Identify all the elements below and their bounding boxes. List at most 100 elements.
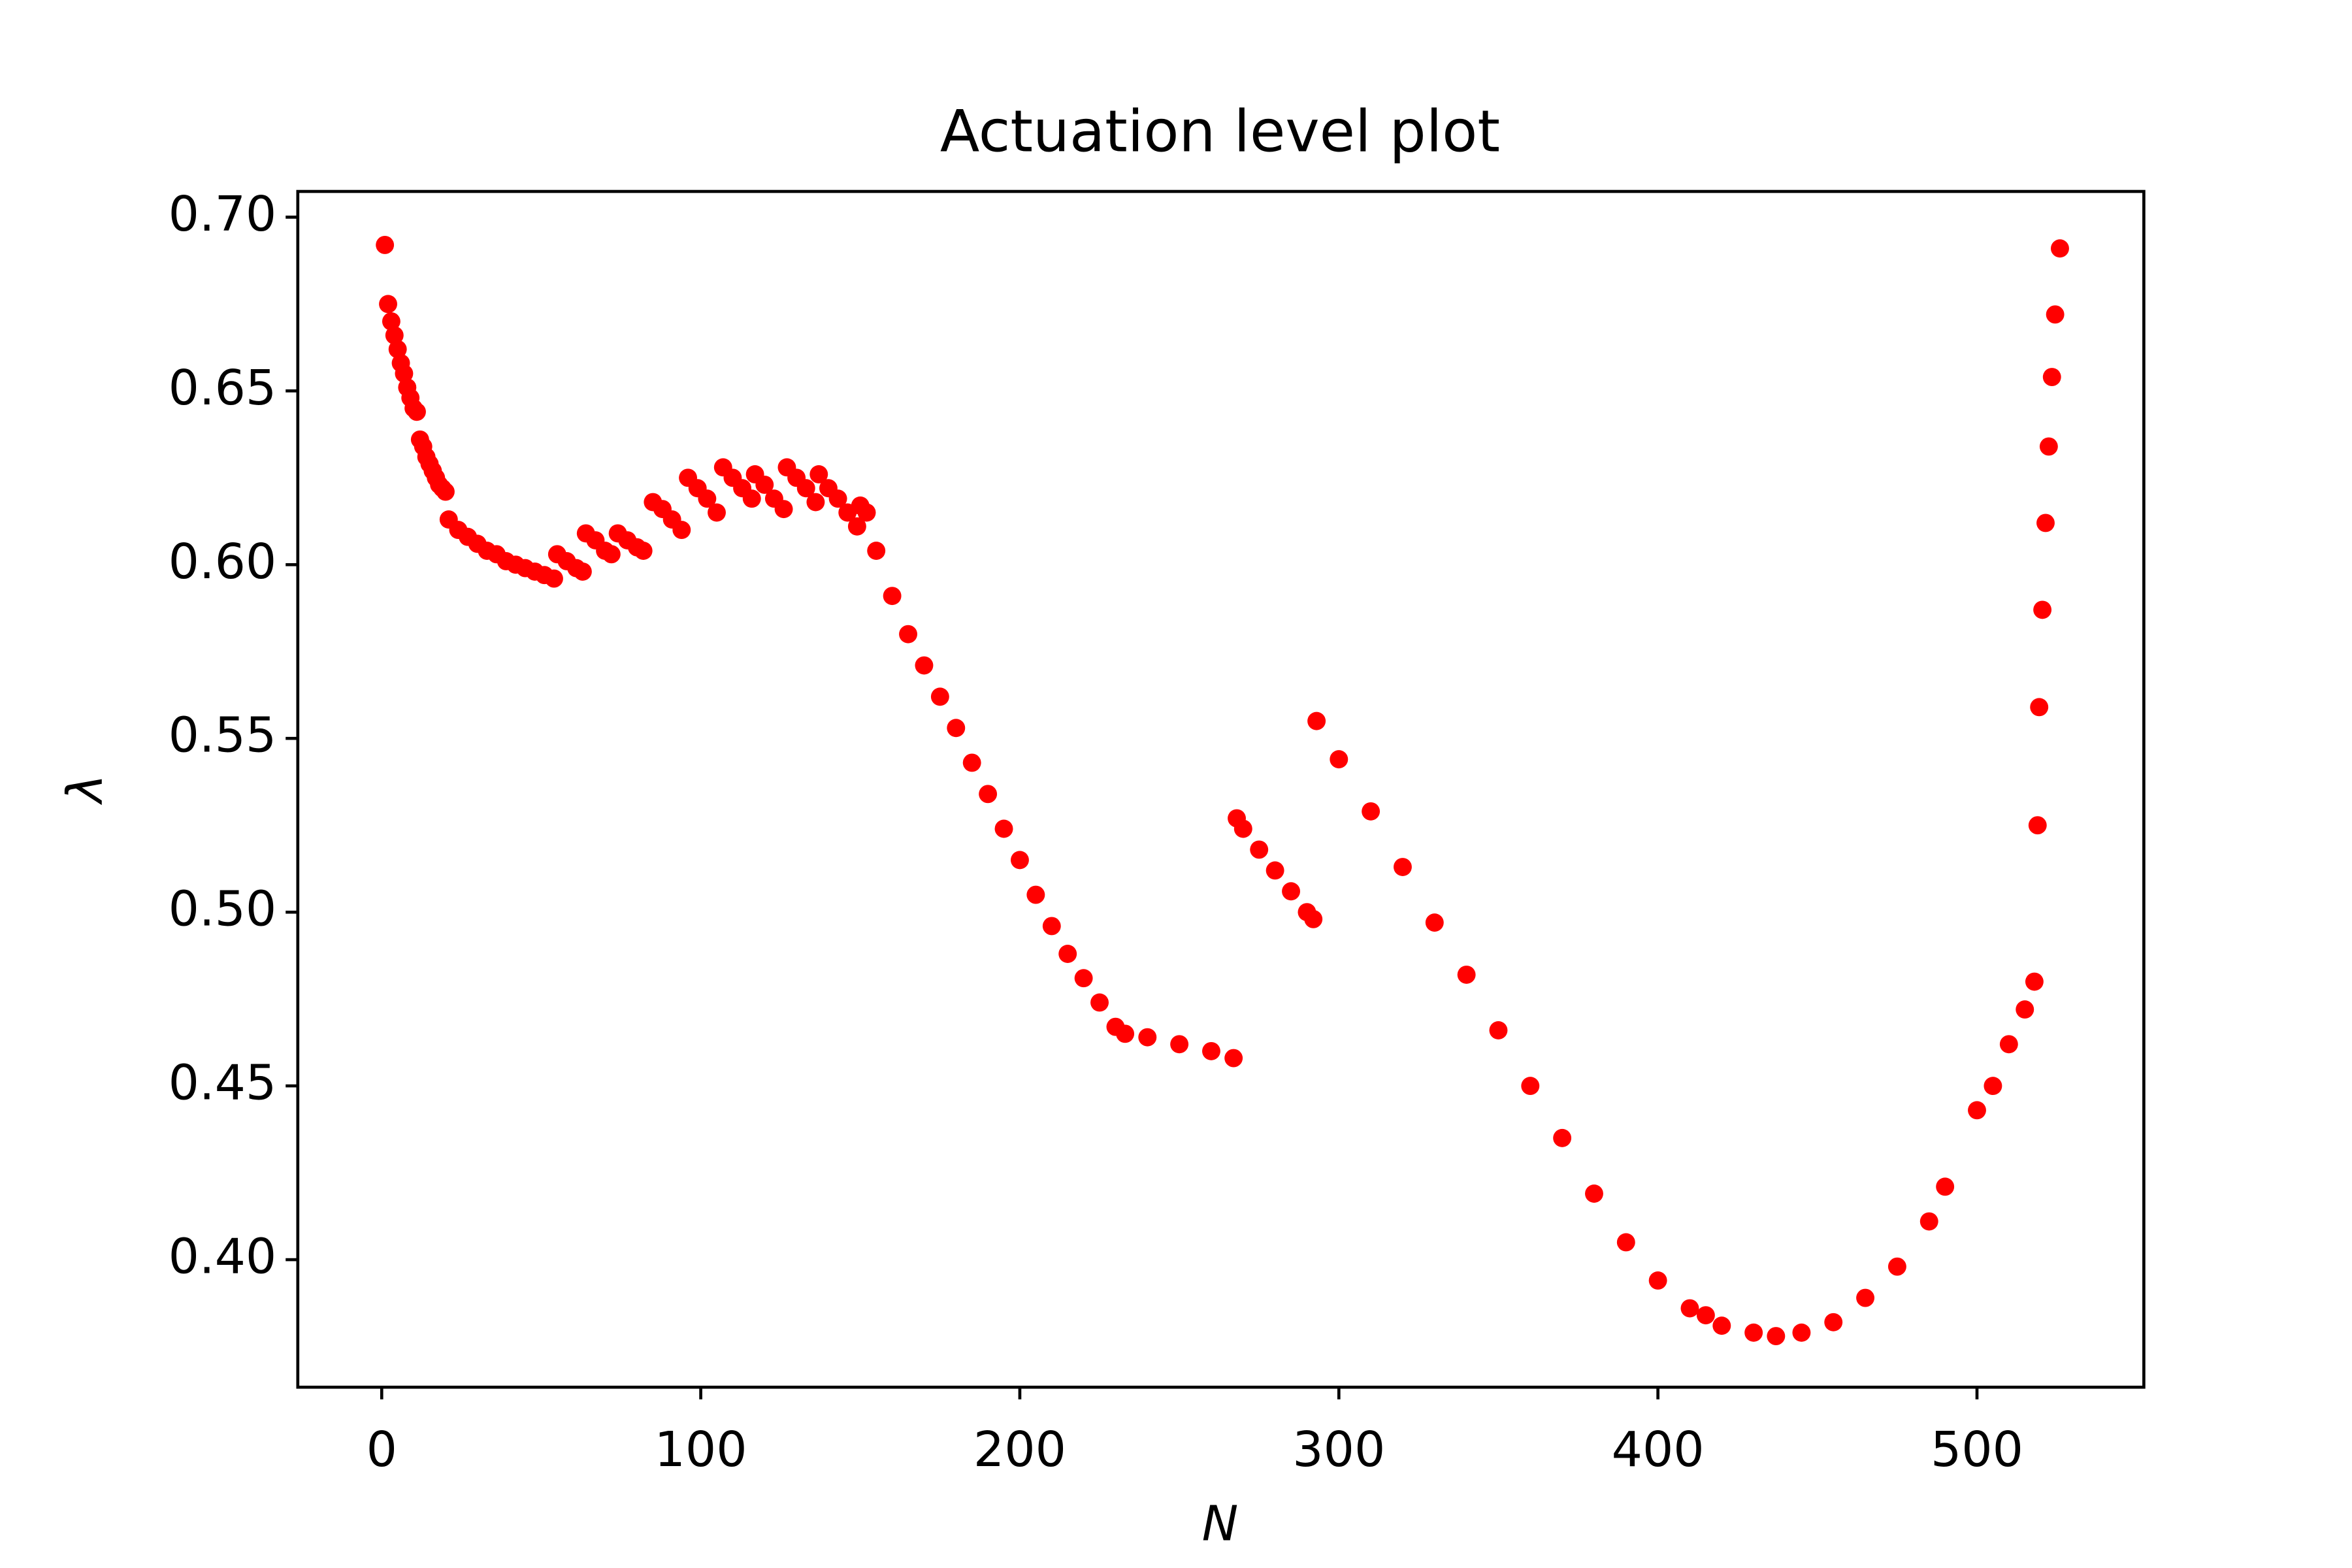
data-point	[708, 503, 726, 522]
data-point	[979, 785, 998, 804]
data-point	[1116, 1024, 1135, 1043]
data-point	[742, 489, 761, 508]
y-tick-label: 0.50	[169, 881, 277, 938]
x-tick-label: 300	[1292, 1421, 1385, 1478]
data-point	[1233, 819, 1252, 838]
data-point	[1042, 917, 1061, 936]
data-point	[634, 542, 653, 560]
data-point	[1330, 750, 1348, 769]
data-point	[1984, 1077, 2002, 1096]
data-point	[1425, 913, 1444, 932]
y-tick-label: 0.70	[169, 186, 277, 242]
data-point	[1304, 909, 1323, 928]
data-point	[1457, 965, 1476, 984]
data-point	[1744, 1323, 1763, 1342]
data-point	[672, 521, 691, 540]
data-point	[2033, 600, 2052, 619]
data-point	[408, 402, 426, 421]
data-point	[962, 753, 981, 772]
data-point	[2030, 698, 2049, 717]
data-point	[436, 482, 455, 501]
data-point	[2016, 1000, 2034, 1019]
data-point	[1919, 1212, 1938, 1231]
data-point	[1553, 1128, 1572, 1147]
data-point	[1616, 1233, 1635, 1252]
data-point	[2028, 816, 2047, 835]
data-point	[376, 235, 395, 254]
y-axis-label: λ	[56, 774, 113, 806]
data-point	[2025, 972, 2044, 991]
data-point	[930, 687, 949, 706]
data-point	[809, 465, 828, 483]
chart-title: Actuation level plot	[940, 97, 1500, 165]
data-point	[1767, 1327, 1786, 1346]
data-point	[602, 545, 621, 564]
data-point	[1968, 1101, 1986, 1120]
data-point	[1362, 802, 1380, 821]
data-point	[1058, 945, 1077, 963]
data-point	[1250, 840, 1269, 859]
data-point	[915, 656, 934, 675]
data-point	[573, 562, 592, 581]
data-point	[1394, 858, 1412, 876]
data-point	[1648, 1271, 1667, 1290]
x-tick-label: 100	[655, 1421, 747, 1478]
data-point	[382, 312, 400, 331]
data-point	[1307, 711, 1326, 730]
data-point	[1680, 1299, 1699, 1318]
data-point	[2036, 514, 2055, 532]
data-point	[1792, 1323, 1811, 1342]
data-point	[1138, 1028, 1157, 1047]
data-point	[1712, 1316, 1731, 1335]
data-point	[1824, 1313, 1843, 1331]
y-tick-label: 0.40	[169, 1228, 277, 1285]
data-point	[1090, 993, 1109, 1012]
data-point	[698, 489, 717, 508]
data-point	[994, 819, 1013, 838]
data-point	[1170, 1035, 1189, 1054]
data-point	[388, 340, 407, 359]
data-point	[1999, 1035, 2018, 1054]
y-tick-label: 0.45	[169, 1054, 277, 1111]
data-point	[1887, 1257, 1906, 1276]
x-tick-label: 500	[1931, 1421, 2023, 1478]
x-tick-label: 0	[367, 1421, 397, 1478]
x-tick-label: 400	[1612, 1421, 1705, 1478]
axes-frame	[296, 189, 2146, 1389]
data-point	[1266, 861, 1284, 880]
y-tick-label: 0.60	[169, 533, 277, 590]
y-tick-label: 0.65	[169, 359, 277, 416]
y-tick-label: 0.55	[169, 707, 277, 764]
data-point	[796, 479, 815, 498]
data-point	[806, 493, 825, 512]
data-point	[2042, 368, 2061, 387]
data-point	[385, 326, 404, 345]
data-point	[1282, 882, 1300, 901]
x-tick-label: 200	[973, 1421, 1066, 1478]
x-axis-label: N	[1202, 1495, 1239, 1552]
data-point	[883, 587, 902, 606]
data-point	[857, 503, 876, 522]
data-point	[1489, 1021, 1508, 1039]
data-point	[2051, 239, 2069, 258]
data-point	[2046, 305, 2065, 324]
data-point	[1010, 851, 1029, 870]
data-point	[395, 364, 414, 383]
data-point	[1585, 1184, 1603, 1203]
data-point	[1521, 1077, 1540, 1096]
data-point	[1026, 885, 1045, 904]
data-point	[828, 489, 847, 508]
data-point	[1936, 1177, 1955, 1196]
data-point	[1074, 969, 1093, 988]
data-point	[847, 517, 866, 536]
data-point	[379, 295, 397, 314]
data-point	[755, 475, 774, 494]
data-point	[774, 500, 793, 519]
data-point	[2039, 437, 2058, 456]
data-point	[1856, 1288, 1875, 1307]
data-point	[947, 719, 966, 738]
data-point	[1224, 1049, 1243, 1068]
